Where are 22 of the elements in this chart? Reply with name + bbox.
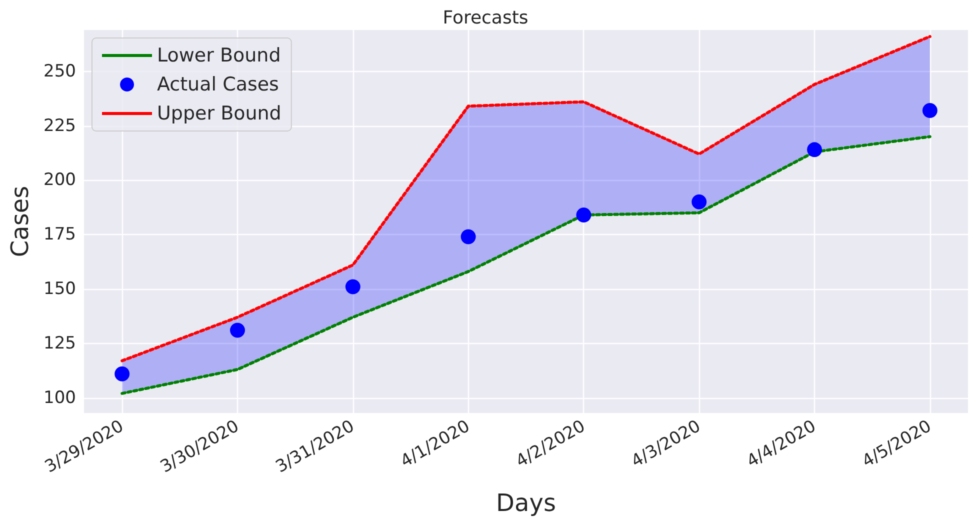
y-tick-label: 250 [44, 61, 76, 82]
y-tick-label: 175 [44, 224, 76, 245]
legend-label: Actual Cases [157, 74, 279, 96]
y-tick-label: 200 [44, 170, 76, 190]
point [460, 229, 476, 244]
point [807, 142, 822, 158]
point [345, 279, 360, 294]
y-tick-label: 100 [44, 388, 76, 408]
y-tick-label: 125 [44, 333, 76, 354]
y-tick-label: 225 [44, 116, 76, 136]
point [576, 207, 592, 222]
chart-title: Forecasts [442, 8, 528, 28]
point [114, 366, 130, 382]
y-tick-label: 150 [44, 278, 76, 299]
legend-label: Lower Bound [157, 44, 281, 66]
point [692, 194, 707, 210]
legend-label: Upper Bound [157, 102, 282, 124]
y-axis-title: Cases [6, 186, 34, 258]
point [922, 103, 938, 118]
line-series [120, 135, 932, 395]
point [230, 322, 245, 338]
x-axis-title: Days [496, 489, 556, 517]
